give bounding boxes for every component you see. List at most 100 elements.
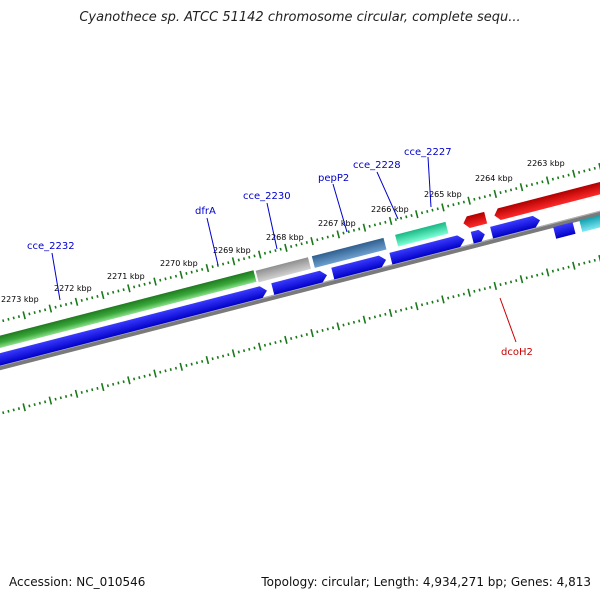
lower-tick-mark bbox=[410, 306, 413, 309]
lower-tick-mark bbox=[541, 272, 544, 276]
lower-tick-mark bbox=[488, 285, 492, 289]
lower-tick-mark bbox=[493, 281, 498, 291]
lower-tick-mark bbox=[22, 403, 26, 412]
lower-tick-mark bbox=[185, 364, 188, 367]
tick-label: 2266 kbp bbox=[371, 205, 409, 214]
upper-tick-mark bbox=[572, 169, 576, 178]
lower-tick-mark bbox=[588, 260, 591, 264]
lower-tick-mark bbox=[269, 342, 272, 346]
leader-line-cce-2228 bbox=[376, 171, 399, 220]
upper-tick-mark bbox=[431, 208, 434, 212]
lower-tick-mark bbox=[96, 386, 99, 390]
lower-tick-mark bbox=[530, 275, 534, 278]
upper-tick-mark bbox=[436, 207, 439, 211]
lower-tick-mark bbox=[551, 269, 554, 273]
cds-cce-2230[interactable] bbox=[331, 254, 387, 280]
lower-tick-mark bbox=[48, 396, 53, 405]
upper-tick-mark bbox=[347, 230, 350, 234]
lower-tick-mark bbox=[211, 357, 214, 361]
upper-tick-mark bbox=[331, 234, 335, 238]
upper-tick-mark bbox=[257, 250, 262, 259]
lower-tick-mark bbox=[231, 349, 236, 358]
lower-tick-mark bbox=[153, 369, 157, 378]
lower-tick-mark bbox=[216, 355, 219, 359]
feature-green-cce-2232[interactable] bbox=[0, 270, 257, 357]
gene-label-cce-2227[interactable]: cce_2227 bbox=[404, 147, 452, 158]
feature-red-dcoH2-minus[interactable] bbox=[462, 211, 488, 229]
accession-label: Accession: NC_010546 bbox=[9, 575, 146, 589]
upper-tick-mark bbox=[426, 210, 429, 213]
leader-line-dcoH2 bbox=[499, 297, 517, 343]
lower-tick-mark bbox=[509, 280, 513, 284]
feature-steel-pepP2[interactable] bbox=[311, 237, 387, 268]
upper-tick-mark bbox=[488, 193, 492, 197]
feature-gray-cce-2230[interactable] bbox=[255, 257, 311, 283]
upper-tick-mark bbox=[530, 183, 534, 186]
cds-cce-2227[interactable] bbox=[490, 214, 541, 239]
lower-tick-mark bbox=[593, 258, 596, 262]
upper-tick-mark bbox=[100, 290, 105, 300]
gene-label-cce-2228[interactable]: cce_2228 bbox=[353, 160, 401, 171]
lower-tick-mark bbox=[205, 356, 210, 365]
upper-tick-mark bbox=[399, 216, 403, 220]
cds-cce-2228[interactable] bbox=[470, 229, 487, 244]
upper-tick-mark bbox=[467, 196, 471, 205]
upper-tick-mark bbox=[231, 257, 236, 266]
lower-tick-mark bbox=[17, 407, 21, 411]
upper-tick-mark bbox=[368, 224, 371, 228]
upper-tick-mark bbox=[342, 231, 345, 235]
lower-tick-mark bbox=[274, 341, 277, 345]
cds-pepP2[interactable] bbox=[389, 234, 466, 265]
upper-tick-mark bbox=[138, 284, 141, 288]
gene-label-cce-2232[interactable]: cce_2232 bbox=[27, 241, 75, 252]
lower-tick-mark bbox=[174, 366, 178, 370]
upper-tick-mark bbox=[201, 267, 204, 271]
upper-tick-mark bbox=[2, 319, 5, 323]
lower-tick-ring bbox=[2, 254, 600, 415]
cds-cce-2232[interactable] bbox=[0, 285, 268, 373]
lower-tick-mark bbox=[478, 288, 481, 292]
lower-tick-mark bbox=[572, 261, 576, 270]
feature-teal-cce-2227[interactable] bbox=[395, 221, 449, 247]
genome-summary: Topology: circular; Length: 4,934,271 bp… bbox=[261, 575, 591, 589]
lower-tick-mark bbox=[159, 370, 162, 374]
upper-tick-mark bbox=[28, 312, 31, 316]
cds-dfrA[interactable] bbox=[271, 269, 328, 295]
lower-tick-mark bbox=[368, 316, 371, 320]
lower-tick-mark bbox=[263, 343, 267, 347]
upper-tick-mark bbox=[300, 242, 303, 246]
lower-tick-mark bbox=[7, 409, 10, 413]
upper-tick-mark bbox=[48, 304, 53, 313]
lower-tick-mark bbox=[190, 362, 193, 366]
upper-tick-mark bbox=[326, 235, 329, 239]
gene-label-dcoH2[interactable]: dcoH2 bbox=[501, 347, 533, 358]
tick-label: 2271 kbp bbox=[107, 272, 145, 281]
cds-dcoH2[interactable] bbox=[553, 222, 576, 239]
lower-tick-mark bbox=[12, 408, 15, 412]
lower-tick-mark bbox=[467, 288, 471, 297]
lower-tick-mark bbox=[91, 388, 94, 392]
gene-label-dfrA[interactable]: dfrA bbox=[195, 206, 216, 217]
upper-tick-mark bbox=[290, 245, 293, 248]
upper-tick-mark bbox=[143, 282, 146, 286]
lower-tick-mark bbox=[352, 320, 356, 324]
gene-label-pepP2[interactable]: pepP2 bbox=[318, 173, 349, 184]
upper-tick-mark bbox=[593, 166, 596, 170]
lower-tick-mark bbox=[138, 376, 141, 380]
lower-tick-mark bbox=[525, 276, 528, 280]
lower-tick-mark bbox=[321, 328, 324, 332]
upper-tick-mark bbox=[336, 230, 341, 239]
upper-tick-mark bbox=[117, 289, 120, 293]
upper-tick-mark bbox=[577, 170, 581, 174]
tick-label: 2273 kbp bbox=[1, 295, 39, 304]
tick-labels: 2273 kbp 2272 kbp 2271 kbp 2270 kbp 2269… bbox=[1, 159, 565, 304]
lower-tick-mark bbox=[431, 300, 434, 304]
lower-tick-mark bbox=[305, 333, 308, 336]
upper-tick-mark bbox=[221, 262, 225, 266]
upper-tick-mark bbox=[59, 304, 62, 308]
upper-tick-mark bbox=[519, 183, 524, 192]
lower-tick-mark bbox=[342, 323, 345, 327]
feature-red-right[interactable] bbox=[493, 155, 600, 221]
gene-label-cce-2230[interactable]: cce_2230 bbox=[243, 191, 291, 202]
upper-tick-mark bbox=[525, 184, 528, 188]
